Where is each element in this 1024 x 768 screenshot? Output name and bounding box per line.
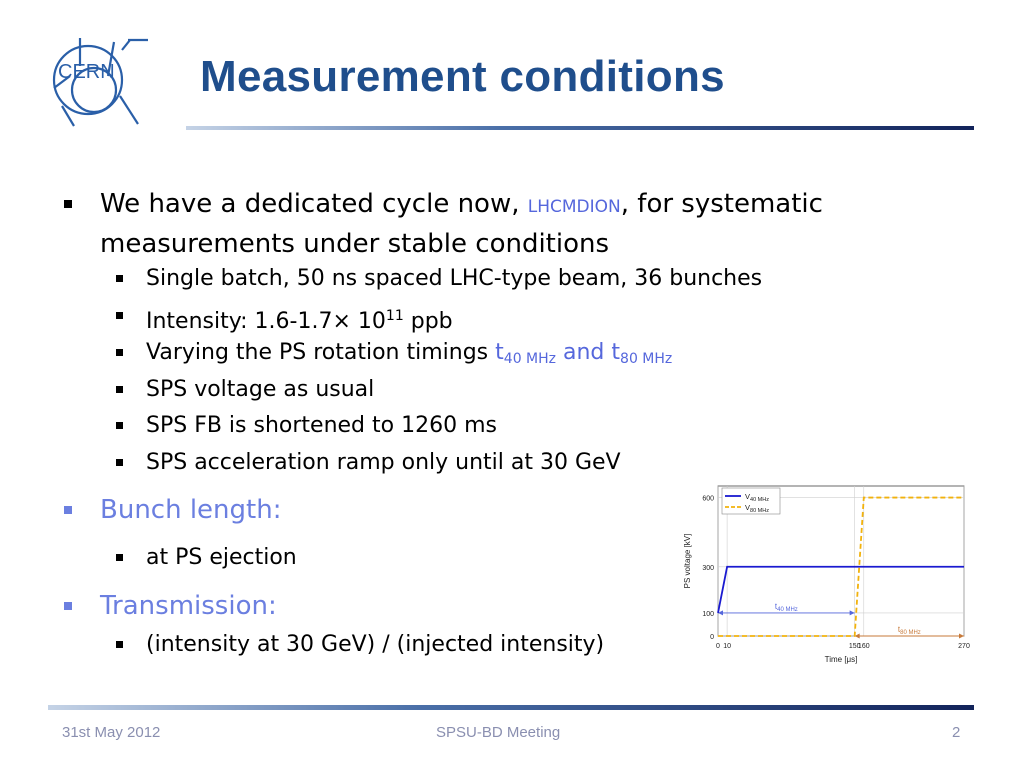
bullet-marker [116, 459, 123, 466]
bullet-marker [116, 349, 123, 356]
series-line [718, 496, 964, 637]
timing-arrowhead-end [959, 633, 964, 639]
legend-label: V40 MHz [745, 492, 769, 503]
bullet-dedicated-cycle: We have a dedicated cycle now, LHCMDION,… [64, 186, 950, 263]
x-tick-label: 0 [716, 643, 720, 650]
bullet-bunch-length: Bunch length: [64, 492, 950, 529]
bullet-transmission: Transmission: [64, 588, 950, 625]
legend-label-sub: 80 MHz [750, 508, 769, 514]
sub-bullet-intensity-ratio: (intensity at 30 GeV) / (injected intens… [116, 631, 604, 659]
x-tick-label: 270 [958, 643, 970, 650]
bullet-marker [64, 602, 72, 610]
y-tick-label: 0 [710, 634, 714, 641]
x-tick-label: 150 [849, 643, 861, 650]
timing-label: t40 MHz [775, 602, 798, 613]
y-tick-label: 300 [702, 565, 714, 572]
sub-bullet-sps-voltage: SPS voltage as usual [116, 376, 374, 404]
timing-label-sub: 40 MHz [777, 607, 798, 613]
bullet-marker [64, 200, 72, 208]
cern-logo: CERN [52, 38, 148, 127]
slide-title: Measurement conditions [200, 52, 725, 101]
footer-date: 31st May 2012 [62, 724, 161, 741]
page-number: 2 [952, 724, 961, 741]
legend-label: V80 MHz [745, 503, 769, 514]
legend-box [721, 487, 781, 515]
bullet-marker [116, 554, 123, 561]
bullet-marker [116, 641, 123, 648]
cycle-name: LHCMDION [527, 197, 621, 217]
bullet-marker [116, 312, 123, 319]
y-tick-label: 600 [702, 496, 714, 503]
sub-bullet-batch: Single batch, 50 ns spaced LHC-type beam… [116, 265, 762, 293]
x-tick-label: 10 [723, 643, 731, 650]
footer-meeting: SPSU-BD Meeting [436, 724, 561, 741]
x-tick-label: 160 [858, 643, 870, 650]
timing-arrowhead-start [718, 610, 723, 616]
logo-text: CERN [58, 61, 115, 83]
x-axis-label: Time [μs] [825, 655, 858, 664]
sub-bullet-sps-fb: SPS FB is shortened to 1260 ms [116, 412, 497, 440]
sub-bullet-rotation-timings: Varying the PS rotation timings t40 MHz … [116, 339, 672, 373]
bullet-marker [64, 506, 72, 514]
timing-arrowhead-start [854, 633, 860, 639]
legend-label-sub: 40 MHz [750, 497, 769, 503]
bullet-marker [116, 386, 123, 393]
timing-label: t80 MHz [898, 625, 921, 636]
title-divider [186, 126, 974, 130]
sub-bullet-ps-ejection: at PS ejection [116, 544, 297, 572]
timing-label-sub: 80 MHz [900, 630, 921, 636]
y-tick-label: 100 [702, 611, 714, 618]
y-axis-label: PS voltage [kV] [683, 534, 692, 589]
footer-divider [48, 705, 974, 710]
bullet-marker [116, 422, 123, 429]
bullet-marker [116, 275, 123, 282]
sub-bullet-intensity: Intensity: 1.6-1.7× 1011 ppb [116, 302, 453, 336]
sub-bullet-acceleration-ramp: SPS acceleration ramp only until at 30 G… [116, 449, 621, 477]
timing-arrowhead-end [849, 610, 855, 616]
series-line [717, 565, 964, 614]
